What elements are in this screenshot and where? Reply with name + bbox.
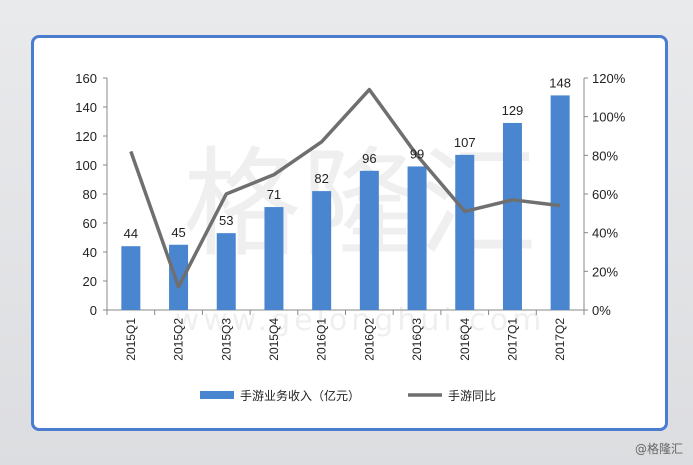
bar bbox=[550, 95, 570, 311]
y-right-tick-label: 60% bbox=[592, 187, 618, 202]
bar-value-label: 71 bbox=[267, 187, 281, 202]
y-left-tick-label: 60 bbox=[83, 216, 97, 231]
y-right-tick-label: 80% bbox=[592, 148, 618, 163]
y-left-tick-label: 120 bbox=[75, 129, 97, 144]
legend-label-bar: 手游业务收入（亿元） bbox=[240, 388, 360, 403]
bar-value-label: 82 bbox=[314, 171, 328, 186]
y-left-tick-label: 100 bbox=[75, 158, 97, 173]
bar bbox=[169, 244, 189, 310]
bar-value-label: 148 bbox=[549, 75, 571, 90]
y-left-tick-label: 80 bbox=[83, 187, 97, 202]
line-series bbox=[129, 87, 561, 289]
x-tick-label: 2016Q2 bbox=[362, 318, 376, 361]
x-tick-label: 2016Q3 bbox=[410, 318, 424, 361]
yoy-line bbox=[129, 87, 561, 289]
legend: 手游业务收入（亿元） 手游同比 bbox=[200, 388, 496, 403]
y-right-tick-label: 120% bbox=[592, 71, 626, 86]
bar bbox=[502, 122, 522, 310]
bar-value-label: 96 bbox=[362, 151, 376, 166]
bar-value-label: 44 bbox=[124, 226, 138, 241]
bar-value-label: 99 bbox=[410, 146, 424, 161]
data-labels: 44 45 53 71 82 96 99 107 129 148 bbox=[124, 75, 571, 241]
bar bbox=[264, 207, 284, 310]
bar-series bbox=[121, 95, 570, 311]
y-right-tick-label: 20% bbox=[592, 264, 618, 279]
bar bbox=[312, 191, 332, 310]
bar-value-label: 107 bbox=[454, 135, 476, 150]
x-tick-label: 2015Q4 bbox=[267, 318, 281, 361]
bar-value-label: 45 bbox=[171, 225, 185, 240]
credit-text: @格隆汇 bbox=[634, 442, 683, 456]
y-left-tick-label: 40 bbox=[83, 245, 97, 260]
x-tick-label: 2016Q1 bbox=[315, 318, 329, 361]
x-tick-label: 2015Q2 bbox=[172, 318, 186, 361]
x-tick-label: 2017Q2 bbox=[553, 318, 567, 361]
y-left-tick-label: 140 bbox=[75, 100, 97, 115]
legend-label-line: 手游同比 bbox=[448, 389, 496, 403]
bar-value-label: 129 bbox=[502, 103, 524, 118]
y-left-tick-label: 160 bbox=[75, 71, 97, 86]
bar bbox=[121, 246, 141, 310]
y-left-tick-label: 0 bbox=[90, 303, 97, 318]
bar bbox=[359, 170, 379, 310]
x-tick-label: 2015Q3 bbox=[219, 318, 233, 361]
legend-swatch-bar bbox=[200, 391, 234, 399]
y-right-tick-label: 0% bbox=[592, 303, 611, 318]
bar bbox=[455, 154, 475, 310]
x-tick-label: 2015Q1 bbox=[124, 318, 138, 361]
y-right-tick-label: 40% bbox=[592, 226, 618, 241]
x-tick-label: 2017Q1 bbox=[505, 318, 519, 361]
bar-value-label: 53 bbox=[219, 213, 233, 228]
watermark-url: www.gelonghui.com bbox=[175, 303, 546, 338]
bar bbox=[216, 233, 236, 310]
bar bbox=[407, 166, 427, 310]
x-tick-label: 2016Q4 bbox=[458, 318, 472, 361]
y-right-tick-label: 100% bbox=[592, 110, 626, 125]
y-left-tick-label: 20 bbox=[83, 274, 97, 289]
